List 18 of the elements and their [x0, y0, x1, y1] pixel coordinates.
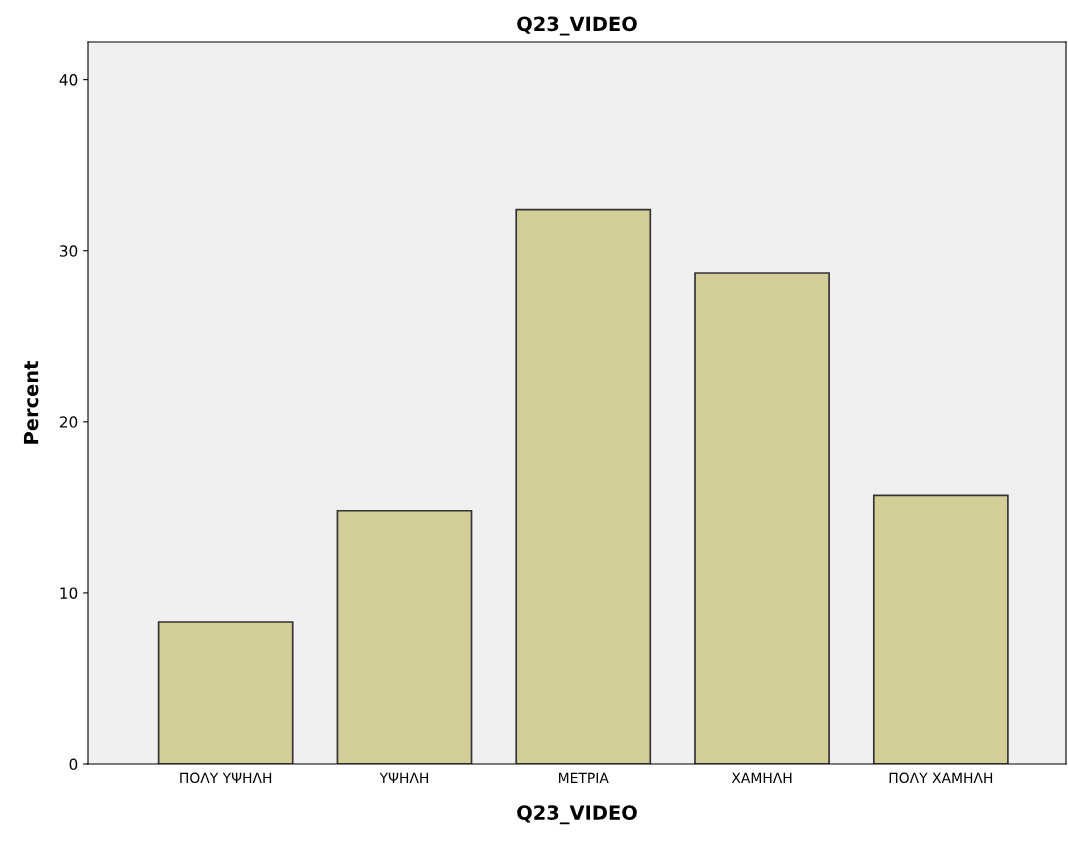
- x-axis-title: Q23_VIDEO: [517, 805, 637, 825]
- y-tick-label: 20: [59, 416, 78, 428]
- chart-title: Q23_VIDEO: [517, 16, 637, 36]
- y-tick-label: 10: [60, 587, 78, 599]
- y-axis-title: Percent: [23, 361, 39, 444]
- bar: [694, 272, 830, 764]
- bar: [336, 509, 473, 764]
- x-tick-label: ΜΕΤΡΙΑ: [559, 772, 609, 783]
- y-tick-label: 0: [69, 758, 78, 771]
- y-tick-label: 40: [59, 74, 78, 86]
- bar: [872, 494, 1009, 764]
- x-tick-label: ΧΑΜΗΛΗ: [731, 772, 792, 783]
- x-tick-label: ΥΨΗΛΗ: [379, 772, 428, 783]
- bar: [157, 621, 294, 764]
- x-tick-label: ΠΟΛΥ ΥΨΗΛΗ: [180, 772, 272, 784]
- bar: [515, 208, 652, 764]
- x-tick-label: ΠΟΛΥ ΧΑΜΗΛΗ: [889, 772, 993, 784]
- y-tick-label: 30: [60, 245, 78, 257]
